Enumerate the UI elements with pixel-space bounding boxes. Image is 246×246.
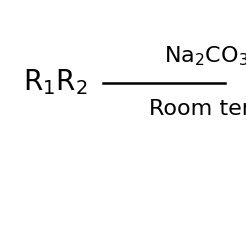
Text: $\mathregular{Na_2CO_3}$, CH: $\mathregular{Na_2CO_3}$, CH xyxy=(164,45,246,68)
Text: $\mathregular{R_1R_2}$: $\mathregular{R_1R_2}$ xyxy=(23,68,88,97)
Text: Room temp: Room temp xyxy=(149,99,246,119)
